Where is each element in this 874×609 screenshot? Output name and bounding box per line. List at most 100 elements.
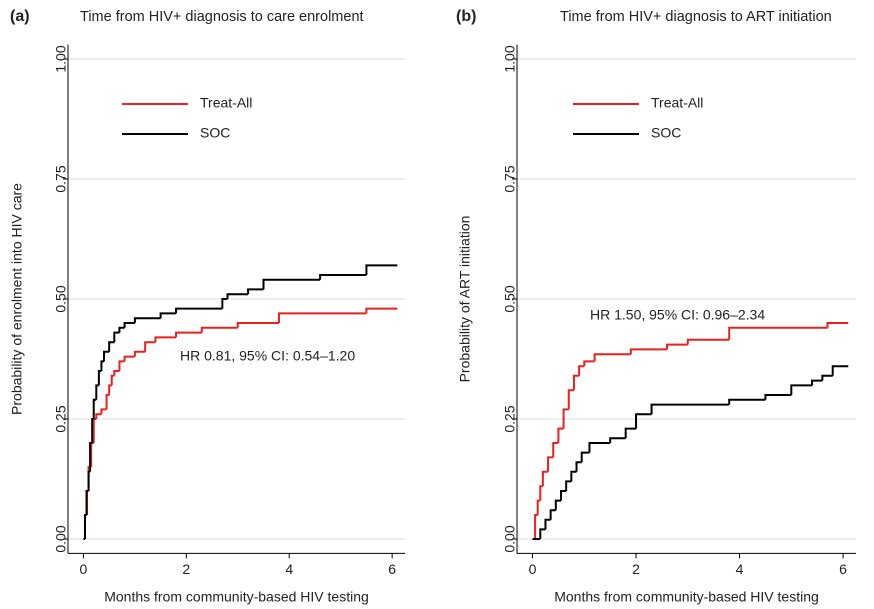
km-step: [144, 341, 156, 352]
km-step: [583, 360, 595, 367]
km-step: [629, 348, 668, 355]
chart-title: Time from HIV+ diagnosis to care enrolme…: [80, 9, 364, 25]
y-tick-label: 0.00: [53, 525, 69, 552]
km-step: [650, 403, 730, 415]
km-step: [113, 331, 120, 343]
y-tick-label: 0.25: [502, 405, 518, 432]
km-step: [262, 278, 321, 290]
km-step: [118, 326, 125, 333]
legend-label: Treat-All: [200, 95, 252, 111]
km-step: [159, 312, 177, 319]
km-step: [175, 331, 202, 338]
km-step: [108, 341, 115, 352]
km-step: [123, 355, 135, 362]
y-tick-label: 0.50: [53, 285, 69, 312]
km-step: [200, 326, 238, 333]
km-step: [826, 322, 849, 328]
x-tick-label: 6: [388, 561, 396, 577]
km-step: [539, 485, 543, 501]
km-step: [277, 312, 367, 323]
km-step: [764, 394, 792, 400]
km-step: [552, 442, 559, 458]
km-step: [92, 418, 97, 443]
x-tick-label: 0: [80, 561, 88, 577]
x-tick-label: 6: [839, 561, 847, 577]
km-step: [236, 322, 279, 328]
km-step: [666, 343, 688, 350]
km-step: [221, 298, 228, 309]
chart-title: Time from HIV+ diagnosis to ART initiati…: [560, 9, 832, 25]
km-step: [567, 389, 574, 410]
km-step: [118, 360, 125, 371]
y-tick-label: 1.00: [502, 45, 518, 72]
km-step: [100, 408, 107, 415]
y-axis-label: Probability of enrolment into HIV care: [9, 183, 25, 415]
km-step: [570, 470, 577, 482]
km-step: [539, 528, 546, 539]
x-tick-label: 4: [285, 561, 293, 577]
km-step: [90, 442, 94, 467]
km-step: [635, 413, 652, 429]
km-step: [133, 317, 161, 323]
km-step: [580, 451, 590, 463]
x-tick-label: 2: [632, 561, 640, 577]
x-axis-label: Months from community-based HIV testing: [554, 589, 819, 605]
km-step: [562, 408, 569, 429]
km-step: [557, 427, 564, 443]
km-step: [578, 365, 585, 376]
km-step: [103, 350, 110, 362]
km-step: [319, 274, 367, 280]
annotation: HR 0.81, 95% CI: 0.54–1.20: [180, 348, 355, 364]
y-tick-label: 0.50: [502, 285, 518, 312]
y-axis-label: Probability of ART initiation: [457, 216, 473, 383]
annotation: HR 1.50, 95% CI: 0.96–2.34: [590, 307, 765, 323]
km-step: [83, 514, 87, 539]
x-tick-label: 2: [182, 561, 190, 577]
km-step: [572, 374, 580, 391]
km-step: [226, 293, 249, 299]
x-tick-label: 4: [736, 561, 744, 577]
km-step: [87, 470, 91, 491]
y-tick-label: 0.75: [53, 165, 69, 192]
km-step: [95, 413, 102, 419]
y-tick-label: 0.25: [53, 405, 69, 432]
km-step: [831, 365, 849, 376]
km-step: [365, 264, 398, 275]
km-step: [108, 384, 112, 395]
x-tick-label: 0: [529, 561, 537, 577]
x-axis-label: Months from community-based HIV testing: [104, 589, 369, 605]
km-step: [97, 370, 102, 386]
km-step: [536, 499, 541, 515]
km-step: [544, 518, 551, 530]
km-step: [549, 509, 556, 520]
legend-label: Treat-All: [651, 95, 703, 111]
y-tick-label: 1.00: [53, 45, 69, 72]
km-step: [154, 336, 177, 343]
km-step: [105, 394, 110, 410]
km-step: [100, 360, 105, 371]
km-step: [554, 499, 561, 511]
km-step: [728, 326, 828, 340]
km-step: [110, 374, 115, 386]
km-step: [624, 427, 637, 439]
y-tick-label: 0.00: [502, 525, 518, 552]
km-step: [559, 490, 567, 501]
km-step: [609, 437, 626, 443]
km-step: [686, 338, 730, 345]
km-step: [133, 350, 146, 357]
km-step: [547, 456, 554, 472]
km-step: [365, 307, 398, 314]
km-step: [728, 398, 766, 405]
km-step: [113, 370, 120, 376]
km-step: [811, 379, 823, 386]
y-tick-label: 0.75: [502, 165, 518, 192]
km-step: [247, 288, 264, 295]
km-step: [123, 322, 135, 328]
legend-label: SOC: [651, 125, 681, 141]
km-step: [534, 514, 538, 539]
panel-label: (a): [10, 8, 30, 25]
km-step: [575, 461, 582, 472]
km-step: [175, 307, 223, 314]
km-step: [565, 480, 572, 491]
